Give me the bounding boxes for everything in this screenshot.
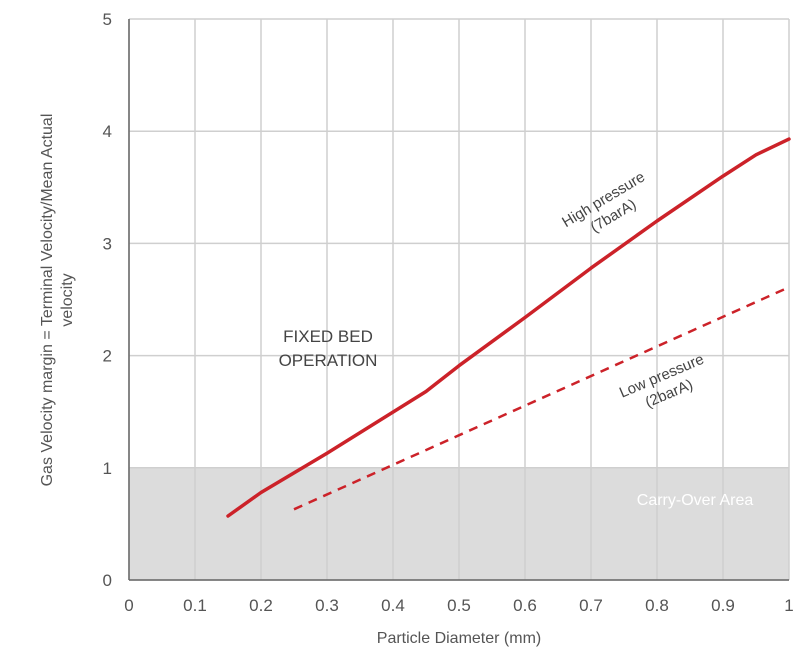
x-tick-label: 0.1 (183, 596, 207, 615)
y-tick-label: 0 (103, 571, 112, 590)
y-axis-title-line2: velocity (59, 273, 76, 326)
axis-layer: 0 0.1 0.2 0.3 0.4 0.5 0.6 0.7 0.8 0.9 1 0 1 2 3 4 5 (103, 10, 794, 615)
low-pressure-series-line (293, 286, 790, 511)
y-tick-label: 4 (103, 122, 112, 141)
label-layer: Carry-Over Area FIXED BED OPERATION High… (39, 114, 753, 647)
x-tick-label: 0.3 (315, 596, 339, 615)
x-tick-label: 1 (784, 596, 793, 615)
series-layer (226, 137, 791, 518)
x-tick-label: 0 (124, 596, 133, 615)
y-tick-label: 3 (103, 234, 112, 253)
x-tick-label: 0.9 (711, 596, 735, 615)
carry-over-area-label: Carry-Over Area (637, 492, 754, 509)
y-axis-title-line1: Gas Velocity margin = Terminal Velocity/… (39, 114, 56, 487)
y-tick-label: 1 (103, 459, 112, 478)
x-tick-label: 0.5 (447, 596, 471, 615)
x-tick-label: 0.4 (381, 596, 405, 615)
grid-layer (128, 18, 790, 581)
fixed-bed-annotation-line2: OPERATION (279, 351, 378, 370)
y-tick-label: 2 (103, 347, 112, 366)
x-tick-label: 0.7 (579, 596, 603, 615)
fixed-bed-annotation-line1: FIXED BED (283, 327, 373, 346)
high-pressure-series-line (226, 137, 791, 518)
y-tick-label: 5 (103, 10, 112, 29)
x-tick-label: 0.6 (513, 596, 537, 615)
x-tick-label: 0.8 (645, 596, 669, 615)
x-axis-title: Particle Diameter (mm) (377, 630, 541, 647)
x-tick-label: 0.2 (249, 596, 273, 615)
